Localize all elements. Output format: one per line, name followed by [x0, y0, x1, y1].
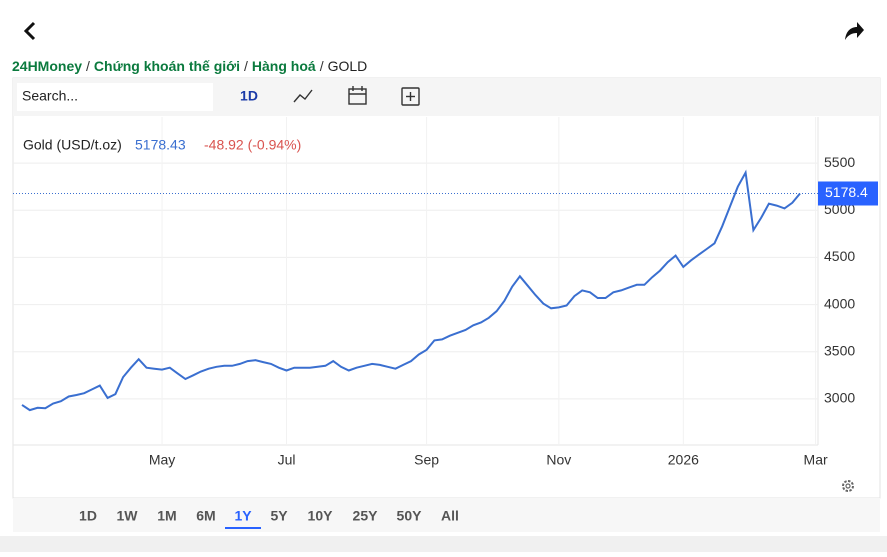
- range-button[interactable]: 1Y: [234, 508, 252, 524]
- x-tick-label: Nov: [546, 452, 571, 468]
- back-button[interactable]: [23, 21, 36, 41]
- range-button[interactable]: 1D: [79, 508, 97, 524]
- separator: /: [320, 58, 324, 74]
- x-tick-label: Sep: [414, 452, 439, 468]
- interval-button[interactable]: 1D: [240, 88, 258, 104]
- x-tick-label: Jul: [278, 452, 296, 468]
- legend-value: 5178.43: [135, 137, 186, 153]
- compare-button[interactable]: [401, 87, 420, 106]
- last-price-tag: [818, 181, 878, 206]
- y-tick-label: 4000: [824, 295, 855, 311]
- range-button[interactable]: 25Y: [353, 508, 379, 524]
- range-button[interactable]: 1W: [117, 508, 139, 524]
- range-button[interactable]: 6M: [196, 508, 215, 524]
- legend-title: Gold (USD/t.oz): [23, 137, 122, 153]
- x-tick-label: Mar: [804, 452, 828, 468]
- footer-strip: [0, 536, 887, 552]
- breadcrumb-link[interactable]: 24HMoney: [12, 58, 82, 74]
- breadcrumb-link[interactable]: Hàng hoá: [252, 58, 316, 74]
- y-tick-label: 3000: [824, 390, 855, 406]
- breadcrumb-link[interactable]: Chứng khoán thế giới: [94, 58, 240, 74]
- y-tick-label: 4500: [824, 248, 855, 264]
- range-button[interactable]: 10Y: [308, 508, 334, 524]
- chart-type-button[interactable]: [293, 89, 313, 103]
- breadcrumb-current: GOLD: [328, 58, 368, 74]
- range-button[interactable]: 1M: [157, 508, 176, 524]
- price-line: [21, 169, 801, 412]
- range-button[interactable]: 5Y: [270, 508, 288, 524]
- search-box[interactable]: [17, 83, 213, 111]
- search-placeholder: Search...: [22, 88, 78, 104]
- x-tick-label: May: [149, 452, 175, 468]
- range-button[interactable]: 50Y: [397, 508, 423, 524]
- x-tick-label: 2026: [668, 452, 699, 468]
- share-button[interactable]: [845, 22, 864, 40]
- breadcrumb: 24HMoney / Chứng khoán thế giới / Hàng hoá / G…: [12, 58, 367, 74]
- separator: /: [244, 58, 248, 74]
- chart-panel: [12, 77, 881, 499]
- last-price-label: 5178.4: [825, 184, 868, 200]
- y-tick-label: 3500: [824, 342, 855, 358]
- settings-icon: [845, 483, 851, 489]
- legend-change: -48.92 (-0.94%): [204, 137, 301, 153]
- range-bar: [13, 498, 880, 532]
- separator: /: [86, 58, 90, 74]
- calendar-button[interactable]: [348, 86, 367, 105]
- y-tick-label: 5500: [824, 154, 855, 170]
- settings-icon[interactable]: [842, 480, 854, 492]
- range-button[interactable]: All: [441, 508, 459, 524]
